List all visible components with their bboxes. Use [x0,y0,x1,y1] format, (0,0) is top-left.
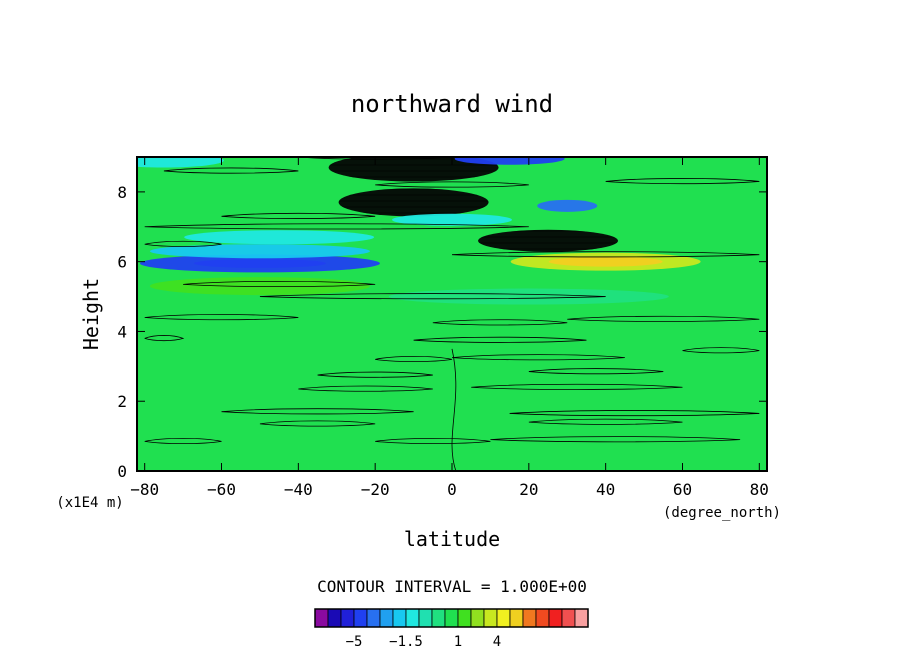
x-tick-label: −20 [361,480,390,499]
contour-line-0 [144,437,222,444]
colorbar-cell [574,608,589,628]
contour-line-8 [471,383,683,390]
colorbar-cell [340,608,355,628]
contour-lines-region-4 [338,188,489,217]
contour-core-8 [548,256,663,267]
colorbar-cell [522,608,537,628]
y-tick-label: 4 [117,322,127,341]
x-axis-title: latitude [404,527,500,551]
contour-line-6 [509,410,760,417]
colorbar-cell [444,608,459,628]
contour-line-16 [432,319,568,326]
colorbar-cell [314,608,329,628]
contour-line-10 [528,368,664,375]
contour-line-21 [144,240,222,247]
contour-line-22 [451,251,760,258]
contour-region-10 [454,157,565,165]
contour-line-27 [163,167,299,174]
colorbar-cell [392,608,407,628]
contour-region-7 [537,199,598,212]
contour-line-3 [259,420,376,427]
contour-line-5 [221,408,414,415]
y-tick-label: 8 [117,183,127,202]
contour-line-7 [298,385,433,392]
contour-line-2 [490,436,741,443]
contour-lines-region-3 [328,157,499,182]
y-tick-label: 0 [117,462,127,481]
colorbar-cell [561,608,576,628]
y-tick-label: 6 [117,253,127,272]
chart-title: northward wind [351,90,553,118]
contour-line-19 [259,293,606,300]
contour-line-11 [375,355,453,362]
colorbar-cell [418,608,433,628]
contour-region-9 [137,157,224,168]
contour-lines-region-6 [478,229,619,252]
y-axis-title: Height [79,278,103,350]
contour-core-0 [193,258,326,268]
colorbar-cell [496,608,511,628]
x-tick-label: −80 [130,480,159,499]
contour-line-15 [413,336,587,343]
colorbar-cell [548,608,563,628]
contour-line-28 [298,157,453,160]
y-tick-label: 2 [117,392,127,411]
y-unit-label: (x1E4 m) [56,495,123,511]
contour-line-9 [317,371,433,378]
colorbar-tick-label: −5 [346,634,363,650]
contour-line-12 [451,354,625,361]
contour-line-25 [375,181,529,188]
contour-region-12 [388,288,669,305]
colorbar-cell [509,608,524,628]
contour-line-26 [605,178,760,185]
x-tick-label: 0 [447,480,457,499]
colorbar-frame [314,608,589,628]
colorbar-cell [405,608,420,628]
contour-line-20 [183,280,376,287]
contour-line-23 [144,223,529,230]
colorbar-cell [535,608,550,628]
contour-line-24 [221,212,376,219]
colorbar-cell [327,608,342,628]
contour-line-1 [375,437,491,444]
x-tick-label: 80 [750,480,769,499]
zero-contour-line [451,348,457,471]
contour-line-4 [528,418,683,425]
colorbar-cell [483,608,498,628]
x-tick-label: 60 [673,480,692,499]
colorbar-tick-label: 1 [454,634,462,650]
contour-interval-label: CONTOUR INTERVAL = 1.000E+00 [317,577,587,596]
x-tick-label: −60 [207,480,236,499]
colorbar-cell [431,608,446,628]
x-unit-label: (degree_north) [663,505,781,521]
x-tick-label: 40 [596,480,615,499]
x-tick-label: 20 [519,480,538,499]
contour-line-18 [567,315,760,322]
colorbar-cell [379,608,394,628]
contour-line-14 [144,335,185,342]
x-tick-label: −40 [284,480,313,499]
colorbar: −5 −1.5 1 4 [314,608,589,650]
contour-region-5 [392,213,512,226]
colorbar-tick-label: 4 [493,634,501,650]
plot-area: −80 −60 −40 −20 0 20 40 60 80 0 2 4 6 8 [117,156,769,499]
contour-region-2 [184,230,375,245]
contour-region-1 [149,244,370,259]
colorbar-cell [457,608,472,628]
colorbar-cell [366,608,381,628]
colorbar-cell [353,608,368,628]
contour-line-17 [144,314,299,321]
colorbar-cell [470,608,485,628]
colorbar-tick-label: −1.5 [389,634,423,650]
contour-line-13 [682,347,760,354]
